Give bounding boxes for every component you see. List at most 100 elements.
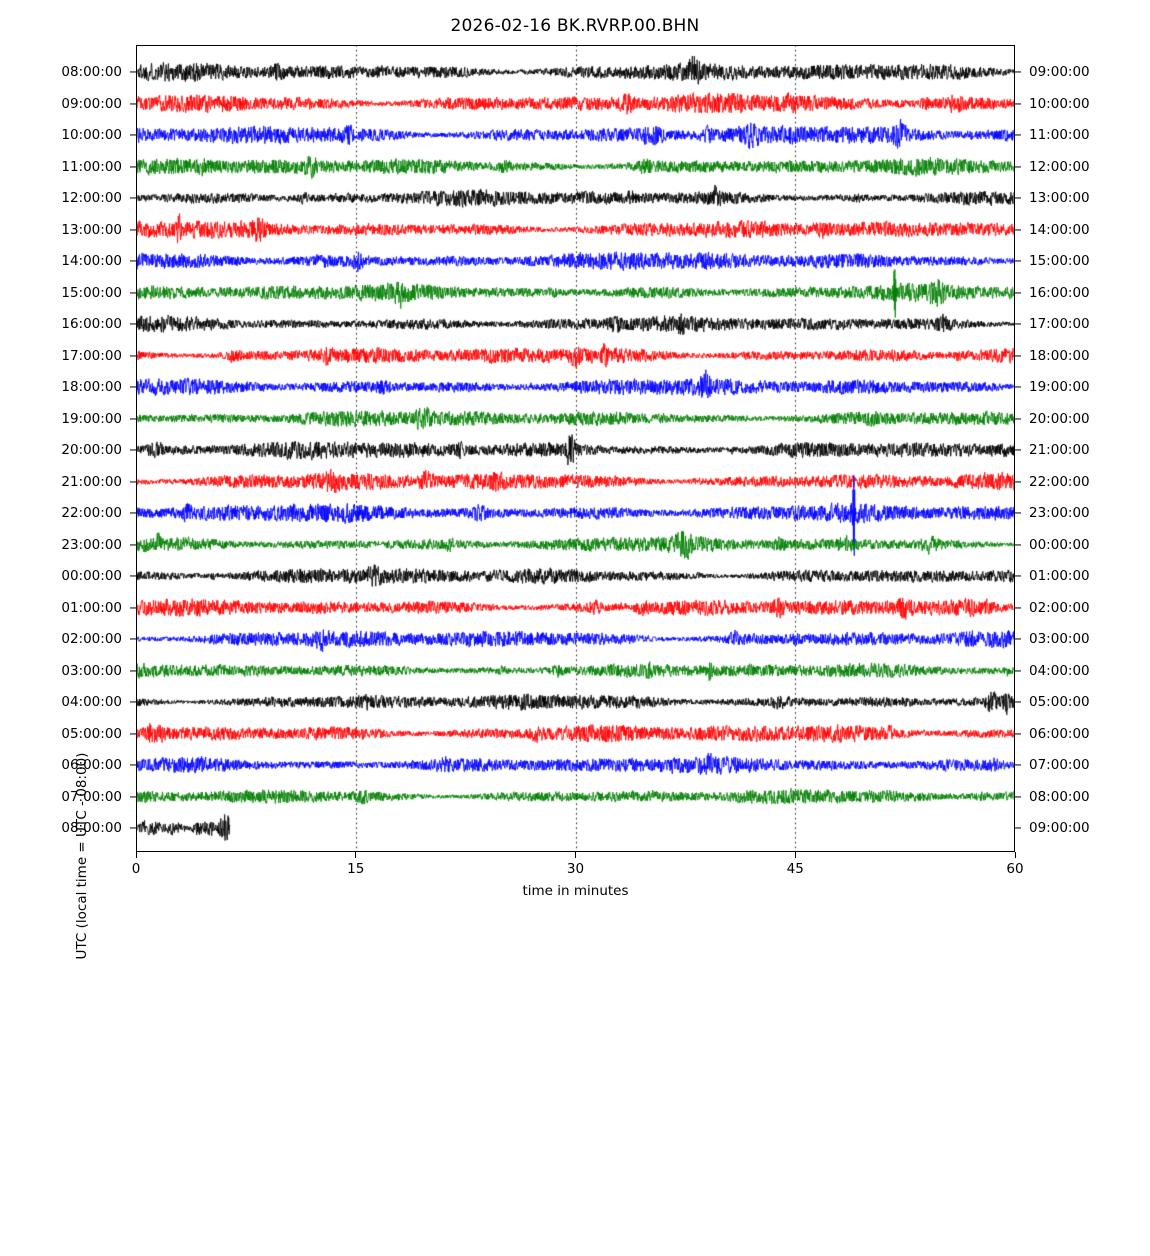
y-tick-mark-right-21 [1015, 732, 1021, 735]
x-tick-label-1: 15 [347, 861, 365, 877]
y-tick-label-left-21: 05:00:00 [61, 725, 122, 742]
y-tick-mark-left-1 [130, 102, 136, 105]
y-tick-label-left-17: 01:00:00 [61, 599, 122, 616]
x-tick-mark-4 [1014, 852, 1016, 858]
y-tick-label-left-9: 17:00:00 [61, 347, 122, 364]
y-tick-mark-left-16 [130, 575, 136, 577]
y-tick-label-right-5: 14:00:00 [1029, 221, 1090, 238]
y-tick-label-left-19: 03:00:00 [61, 662, 122, 679]
y-tick-label-right-21: 06:00:00 [1029, 725, 1090, 742]
y-tick-mark-left-24 [130, 827, 136, 829]
y-axis-label: UTC (local time = UTC - 08:00) [74, 752, 90, 960]
y-tick-mark-left-2 [130, 134, 136, 136]
y-tick-label-left-11: 19:00:00 [61, 410, 122, 427]
y-tick-label-left-6: 14:00:00 [61, 253, 122, 269]
y-tick-mark-right-6 [1015, 260, 1021, 262]
y-tick-mark-right-8 [1015, 323, 1021, 325]
x-tick-mark-0 [135, 852, 137, 858]
y-tick-mark-right-9 [1015, 354, 1021, 357]
y-tick-mark-right-1 [1015, 102, 1021, 105]
y-tick-mark-right-3 [1015, 165, 1021, 168]
y-tick-label-right-11: 20:00:00 [1029, 410, 1090, 427]
y-tick-label-right-4: 13:00:00 [1029, 190, 1090, 206]
x-tick-mark-2 [575, 852, 577, 858]
y-tick-mark-right-11 [1015, 417, 1021, 420]
y-tick-label-right-12: 21:00:00 [1029, 442, 1090, 458]
y-tick-mark-left-4 [130, 197, 136, 199]
y-tick-mark-left-22 [130, 764, 136, 766]
y-tick-mark-right-24 [1015, 827, 1021, 829]
y-tick-label-left-5: 13:00:00 [61, 221, 122, 238]
waveform-canvas [136, 45, 1015, 852]
y-tick-label-right-23: 08:00:00 [1029, 788, 1090, 805]
y-tick-label-left-0: 08:00:00 [61, 64, 122, 80]
y-tick-label-right-18: 03:00:00 [1029, 631, 1090, 647]
y-tick-label-right-8: 17:00:00 [1029, 316, 1090, 332]
x-tick-label-3: 45 [786, 861, 804, 877]
y-tick-label-left-14: 22:00:00 [61, 505, 122, 521]
y-tick-label-left-4: 12:00:00 [61, 190, 122, 206]
y-tick-mark-right-10 [1015, 386, 1021, 388]
y-tick-mark-left-20 [130, 701, 136, 703]
y-tick-mark-left-3 [130, 165, 136, 168]
y-tick-mark-right-0 [1015, 71, 1021, 73]
y-tick-label-right-15: 00:00:00 [1029, 536, 1090, 553]
y-tick-label-left-18: 02:00:00 [61, 631, 122, 647]
y-tick-label-right-17: 02:00:00 [1029, 599, 1090, 616]
y-tick-mark-right-4 [1015, 197, 1021, 199]
y-tick-mark-right-19 [1015, 669, 1021, 672]
y-tick-mark-left-18 [130, 638, 136, 640]
y-tick-label-left-12: 20:00:00 [61, 442, 122, 458]
y-tick-mark-right-14 [1015, 512, 1021, 514]
y-tick-label-right-19: 04:00:00 [1029, 662, 1090, 679]
y-tick-mark-right-2 [1015, 134, 1021, 136]
y-tick-mark-right-16 [1015, 575, 1021, 577]
y-tick-mark-right-23 [1015, 795, 1021, 798]
y-tick-label-right-13: 22:00:00 [1029, 473, 1090, 490]
y-tick-mark-right-22 [1015, 764, 1021, 766]
y-tick-mark-left-11 [130, 417, 136, 420]
y-tick-mark-right-17 [1015, 606, 1021, 609]
y-tick-label-left-16: 00:00:00 [61, 568, 122, 584]
y-tick-mark-left-13 [130, 480, 136, 483]
x-tick-label-0: 0 [131, 861, 141, 877]
y-tick-mark-left-6 [130, 260, 136, 262]
y-tick-label-right-3: 12:00:00 [1029, 158, 1090, 175]
axes-frame [136, 45, 1015, 852]
y-tick-label-left-20: 04:00:00 [61, 694, 122, 710]
y-tick-mark-left-17 [130, 606, 136, 609]
y-tick-mark-left-21 [130, 732, 136, 735]
y-tick-label-right-24: 09:00:00 [1029, 820, 1090, 836]
y-tick-label-left-7: 15:00:00 [61, 284, 122, 301]
x-tick-label-4: 60 [1006, 861, 1024, 877]
y-tick-label-right-9: 18:00:00 [1029, 347, 1090, 364]
y-tick-label-right-14: 23:00:00 [1029, 505, 1090, 521]
y-tick-mark-right-7 [1015, 291, 1021, 294]
x-tick-mark-3 [794, 852, 796, 858]
y-tick-mark-right-13 [1015, 480, 1021, 483]
y-tick-label-right-0: 09:00:00 [1029, 64, 1090, 80]
y-tick-mark-left-0 [130, 71, 136, 73]
y-tick-mark-left-8 [130, 323, 136, 325]
y-tick-mark-right-12 [1015, 449, 1021, 451]
y-tick-mark-left-9 [130, 354, 136, 357]
y-tick-label-right-6: 15:00:00 [1029, 253, 1090, 269]
y-tick-label-right-1: 10:00:00 [1029, 95, 1090, 112]
y-tick-label-right-16: 01:00:00 [1029, 568, 1090, 584]
y-tick-mark-right-5 [1015, 228, 1021, 231]
y-tick-label-right-2: 11:00:00 [1029, 127, 1090, 143]
y-tick-label-left-13: 21:00:00 [61, 473, 122, 490]
x-tick-label-2: 30 [566, 861, 585, 877]
y-tick-mark-left-5 [130, 228, 136, 231]
y-tick-mark-left-7 [130, 291, 136, 294]
y-tick-mark-left-14 [130, 512, 136, 514]
y-tick-label-left-1: 09:00:00 [61, 95, 122, 112]
y-tick-mark-right-15 [1015, 543, 1021, 546]
y-tick-label-right-20: 05:00:00 [1029, 694, 1090, 710]
y-tick-mark-left-12 [130, 449, 136, 451]
y-tick-label-left-15: 23:00:00 [61, 536, 122, 553]
x-axis-label: time in minutes [522, 883, 629, 899]
y-tick-label-left-23: 07:00:00 [61, 788, 122, 805]
y-tick-label-left-10: 18:00:00 [61, 379, 122, 395]
y-tick-label-right-10: 19:00:00 [1029, 379, 1090, 395]
